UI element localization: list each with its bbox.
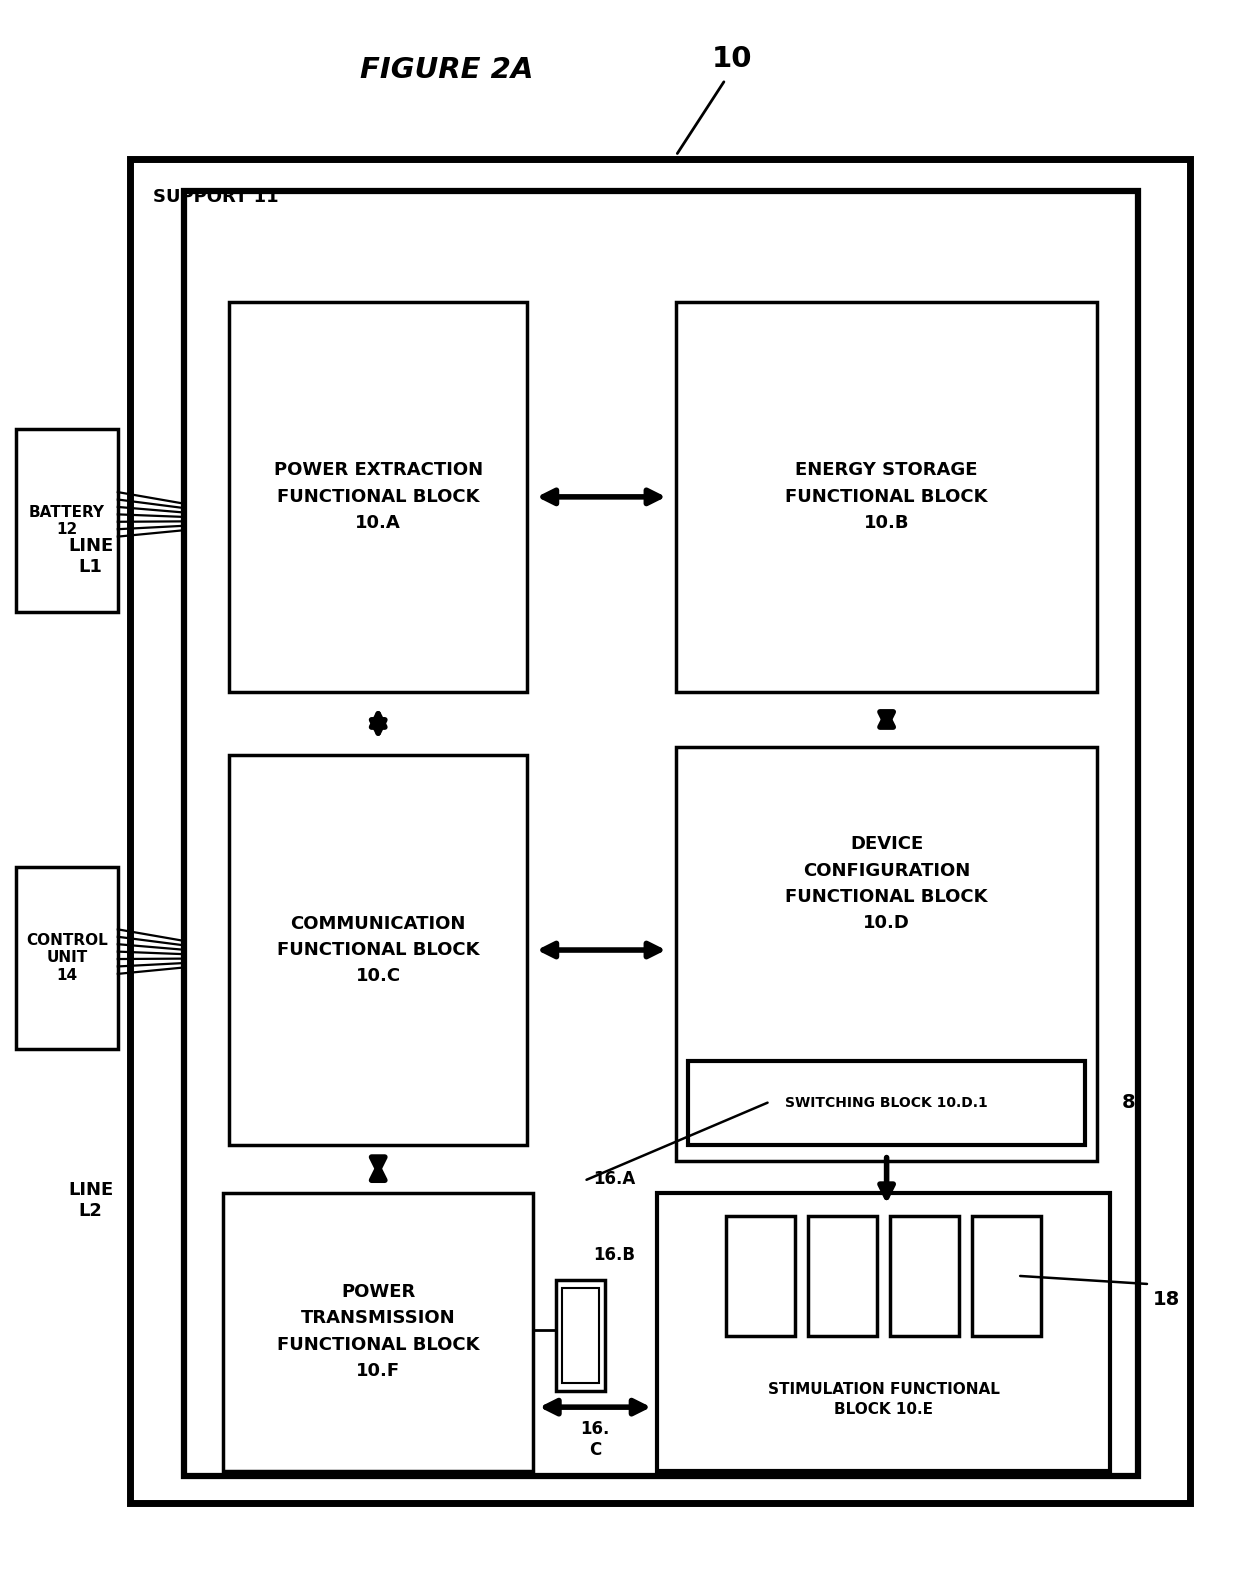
Bar — [130, 159, 1190, 1503]
Text: LINE
L2: LINE L2 — [68, 1181, 113, 1220]
Bar — [229, 302, 527, 692]
Bar — [16, 429, 118, 612]
Bar — [657, 1192, 1110, 1471]
Text: 16.
C: 16. C — [580, 1420, 610, 1458]
Text: ENERGY STORAGE
FUNCTIONAL BLOCK
10.B: ENERGY STORAGE FUNCTIONAL BLOCK 10.B — [785, 461, 988, 533]
Text: LINE
L1: LINE L1 — [68, 537, 113, 576]
Bar — [223, 1192, 533, 1471]
Text: 8: 8 — [1122, 1094, 1136, 1111]
Text: 16.B: 16.B — [593, 1247, 635, 1264]
Bar — [562, 1288, 599, 1383]
Text: 18: 18 — [1153, 1291, 1180, 1309]
Bar — [727, 1216, 796, 1336]
Bar — [229, 755, 527, 1145]
Bar — [808, 1216, 878, 1336]
Bar — [16, 867, 118, 1049]
Bar — [890, 1216, 960, 1336]
Text: POWER EXTRACTION
FUNCTIONAL BLOCK
10.A: POWER EXTRACTION FUNCTIONAL BLOCK 10.A — [274, 461, 482, 533]
Text: SUPPORT 11: SUPPORT 11 — [153, 188, 278, 205]
Text: 16.A: 16.A — [593, 1170, 635, 1188]
Text: BATTERY
12: BATTERY 12 — [29, 504, 105, 537]
Text: STIMULATION FUNCTIONAL
BLOCK 10.E: STIMULATION FUNCTIONAL BLOCK 10.E — [768, 1382, 999, 1417]
Bar — [184, 191, 1138, 1476]
Bar — [556, 1280, 605, 1391]
Text: COMMUNICATION
FUNCTIONAL BLOCK
10.C: COMMUNICATION FUNCTIONAL BLOCK 10.C — [277, 914, 480, 986]
Text: POWER
TRANSMISSION
FUNCTIONAL BLOCK
10.F: POWER TRANSMISSION FUNCTIONAL BLOCK 10.F — [277, 1283, 480, 1380]
Text: CONTROL
UNIT
14: CONTROL UNIT 14 — [26, 933, 108, 983]
Bar — [688, 1061, 1085, 1145]
Text: SWITCHING BLOCK 10.D.1: SWITCHING BLOCK 10.D.1 — [785, 1096, 988, 1110]
Text: DEVICE
CONFIGURATION
FUNCTIONAL BLOCK
10.D: DEVICE CONFIGURATION FUNCTIONAL BLOCK 10… — [785, 835, 988, 932]
Text: FIGURE 2A: FIGURE 2A — [360, 56, 533, 84]
Bar — [972, 1216, 1042, 1336]
Text: 10: 10 — [712, 45, 751, 73]
Bar — [676, 747, 1097, 1161]
Bar — [676, 302, 1097, 692]
